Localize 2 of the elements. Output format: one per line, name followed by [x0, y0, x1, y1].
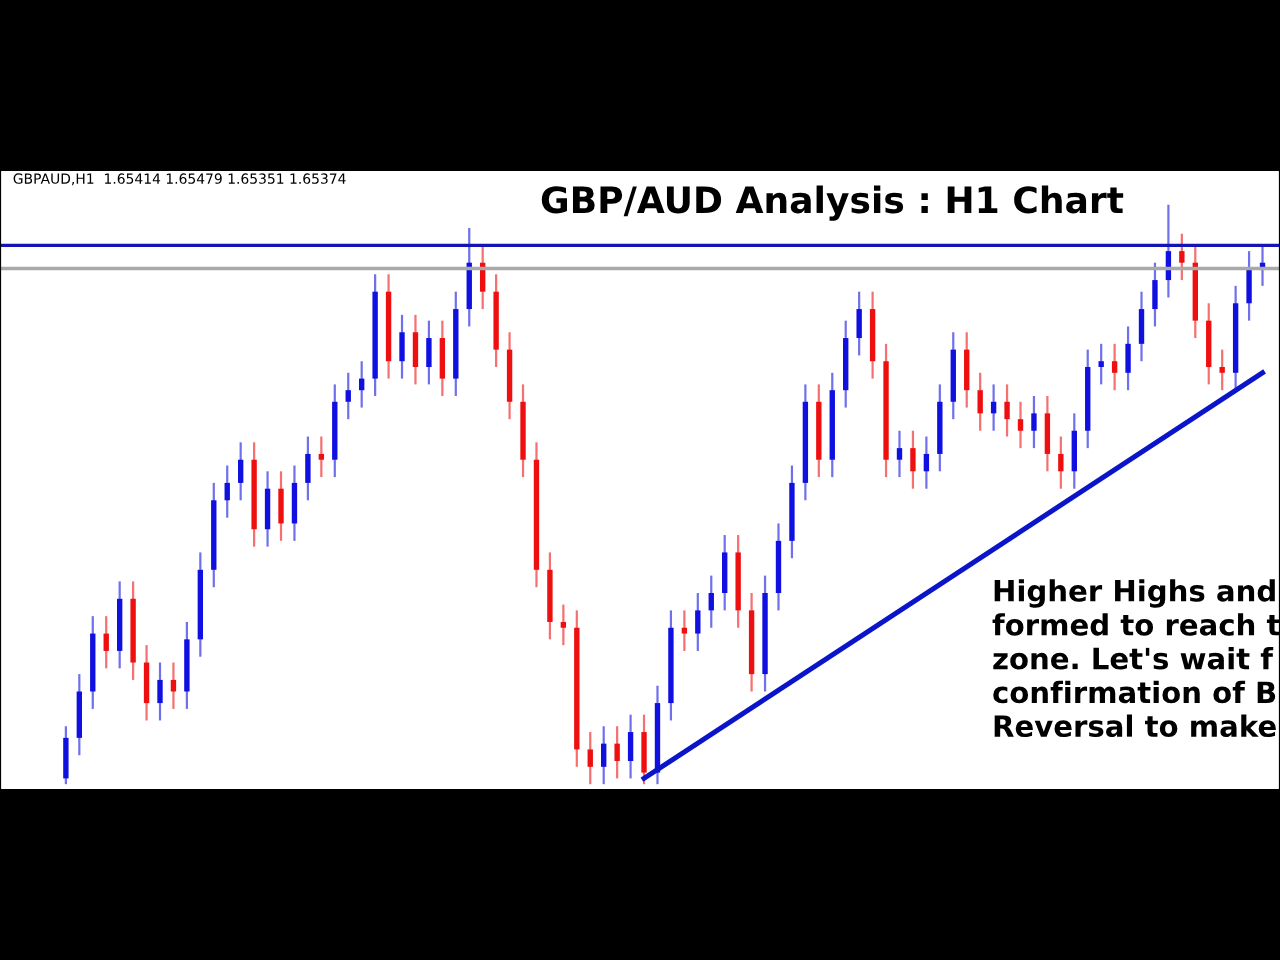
chart-title: GBP/AUD Analysis : H1 Chart — [541, 185, 1124, 221]
annotation: Higher Highs and formed to reach t zone. Let's wait f confirmation of B Reversal to make — [992, 579, 1280, 738]
